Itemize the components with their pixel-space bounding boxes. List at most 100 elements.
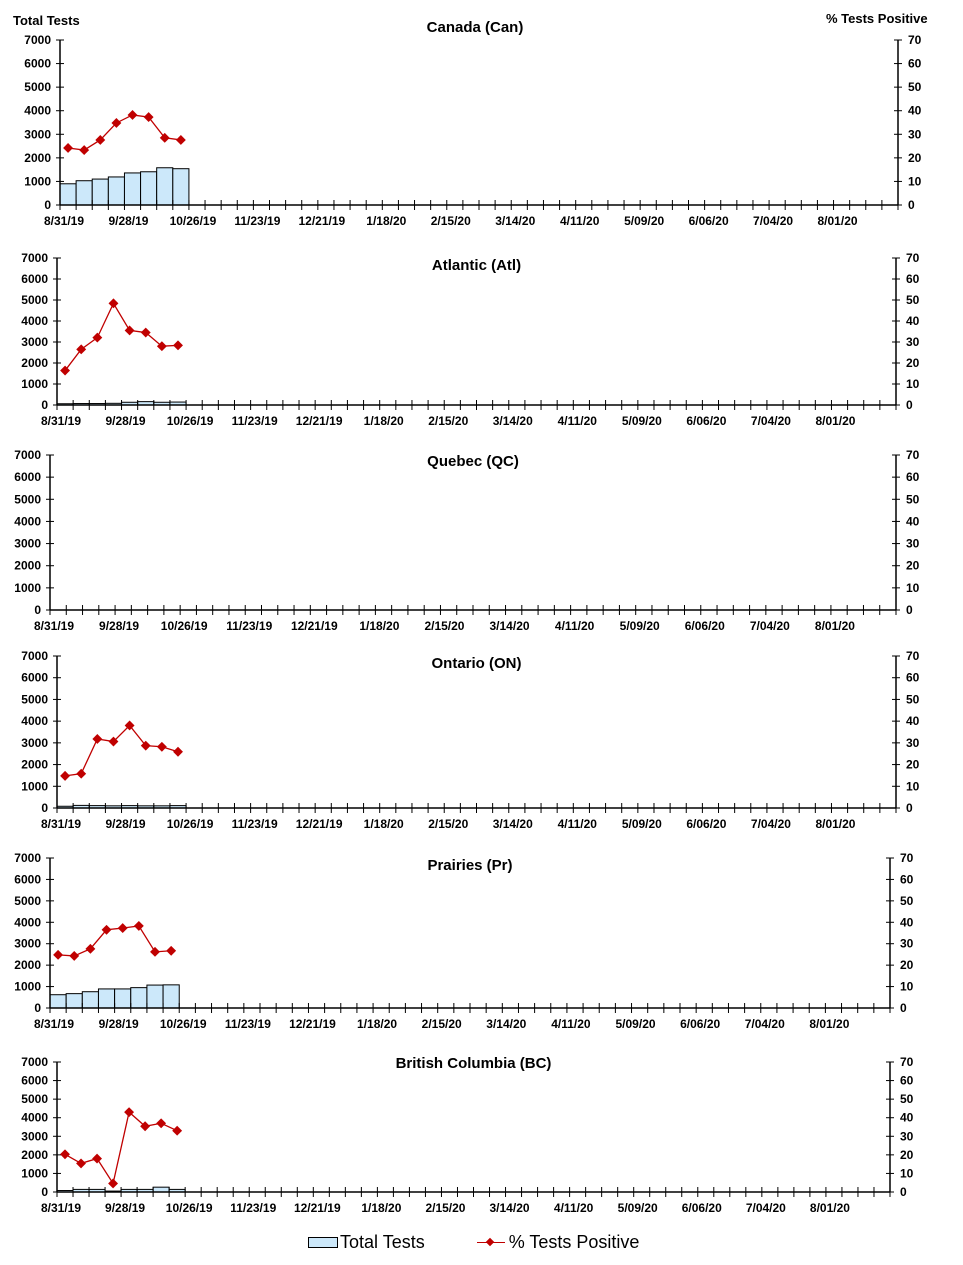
left-tick-label: 0 (41, 801, 48, 815)
right-tick-label: 70 (906, 448, 920, 462)
legend-label: Total Tests (340, 1232, 425, 1252)
pct-positive-point (172, 1125, 183, 1136)
x-tick-label: 5/09/20 (616, 1017, 656, 1031)
panel-title: British Columbia (BC) (396, 1055, 552, 1072)
x-tick-label: 11/23/19 (234, 214, 280, 228)
panel-2: Quebec (QC) 0 1000 2000 3000 4000 5000 6000 7000… (14, 448, 919, 633)
pct-positive-point (156, 741, 167, 752)
pct-positive-point (60, 365, 71, 376)
right-tick-label: 40 (900, 915, 914, 929)
x-tick-label: 2/15/20 (431, 214, 471, 228)
right-tick-label: 10 (900, 1166, 914, 1180)
pct-positive-point (63, 143, 74, 153)
left-tick-label: 3000 (14, 937, 41, 951)
pct-positive-point (79, 145, 90, 156)
panel-title: Prairies (Pr) (427, 857, 512, 874)
right-tick-label: 10 (906, 377, 920, 391)
pct-positive-point (85, 943, 96, 954)
panel-title: Quebec (QC) (427, 453, 519, 470)
left-tick-label: 6000 (21, 272, 48, 286)
left-tick-label: 3000 (24, 127, 51, 141)
pct-positive-point (95, 134, 106, 145)
left-tick-label: 3000 (14, 537, 41, 551)
panel-5: British Columbia (BC) 0 1000 2000 3000 4000 50… (21, 1055, 913, 1215)
pct-positive-point (69, 950, 80, 961)
left-tick-label: 6000 (14, 872, 41, 886)
left-tick-label: 2000 (21, 758, 48, 772)
left-tick-label: 7000 (14, 851, 41, 865)
pct-positive-point (150, 946, 160, 957)
left-tick-label: 1000 (14, 980, 41, 994)
x-tick-label: 3/14/20 (486, 1017, 526, 1031)
right-tick-label: 50 (900, 894, 914, 908)
x-tick-label: 5/09/20 (624, 214, 664, 228)
x-tick-label: 8/31/19 (44, 214, 84, 228)
x-tick-label: 5/09/20 (618, 1201, 658, 1215)
left-tick-label: 5000 (21, 293, 48, 307)
right-tick-label: 50 (906, 293, 920, 307)
right-tick-label: 70 (900, 851, 914, 865)
x-tick-label: 2/15/20 (424, 619, 464, 633)
left-tick-label: 1000 (21, 779, 48, 793)
x-tick-label: 9/28/19 (105, 1201, 145, 1215)
right-tick-label: 60 (900, 1074, 914, 1088)
x-tick-label: 6/06/20 (686, 414, 726, 428)
left-tick-label: 7000 (24, 33, 51, 47)
x-tick-label: 8/01/20 (815, 414, 855, 428)
right-tick-label: 40 (906, 714, 920, 728)
x-tick-label: 12/21/19 (298, 214, 345, 228)
x-tick-label: 12/21/19 (296, 817, 343, 831)
left-tick-label: 7000 (21, 251, 48, 265)
x-tick-label: 11/23/19 (225, 1017, 271, 1031)
panel-title: Ontario (ON) (432, 655, 522, 672)
x-tick-label: 7/04/20 (753, 214, 793, 228)
left-tick-label: 2000 (21, 1148, 48, 1162)
right-tick-label: 60 (906, 272, 920, 286)
x-tick-label: 7/04/20 (751, 817, 791, 831)
bar (146, 984, 164, 1009)
right-tick-label: 50 (906, 692, 920, 706)
right-tick-label: 0 (908, 198, 915, 212)
x-tick-label: 4/11/20 (558, 817, 598, 831)
right-tick-label: 10 (906, 581, 920, 595)
pct-positive-point (117, 923, 128, 934)
pct-positive-line (67, 114, 181, 151)
right-tick-label: 60 (908, 57, 922, 71)
right-tick-label: 20 (906, 559, 920, 573)
pct-positive-point (156, 1118, 167, 1129)
x-tick-label: 6/06/20 (686, 817, 726, 831)
right-tick-label: 50 (908, 80, 922, 94)
panel-3: Ontario (ON)0100020003000400050006000700… (21, 649, 919, 831)
right-tick-label: 30 (906, 335, 920, 349)
left-tick-label: 2000 (21, 356, 48, 370)
pct-positive-point (140, 740, 151, 751)
left-tick-label: 6000 (21, 671, 48, 685)
right-tick-label: 30 (906, 736, 920, 750)
right-tick-label: 30 (906, 537, 920, 551)
x-tick-label: 8/31/19 (41, 414, 81, 428)
x-tick-label: 2/15/20 (422, 1017, 462, 1031)
left-tick-label: 5000 (14, 492, 41, 506)
x-tick-label: 10/26/19 (167, 817, 214, 831)
left-tick-label: 5000 (14, 894, 41, 908)
x-tick-label: 6/06/20 (680, 1017, 720, 1031)
left-tick-label: 0 (34, 1001, 41, 1015)
panel-0: Canada (Can)0100020003000400050006000700… (24, 19, 921, 228)
right-tick-label: 40 (900, 1111, 914, 1125)
pct-positive-point (124, 1107, 135, 1118)
x-tick-label: 5/09/20 (622, 414, 662, 428)
pct-positive-point (127, 110, 138, 120)
legend-label: % Tests Positive (508, 1232, 640, 1252)
x-tick-label: 8/31/19 (41, 817, 81, 831)
left-tick-label: 2000 (24, 151, 51, 165)
left-tick-label: 4000 (14, 915, 41, 929)
panel-title: Atlantic (Atl) (432, 257, 521, 274)
pct-positive-point (156, 341, 167, 352)
legend-item-pct-positive: % Tests Positive (476, 1232, 640, 1253)
bar (114, 988, 132, 1009)
x-tick-label: 6/06/20 (685, 619, 725, 633)
x-tick-label: 12/21/19 (289, 1017, 336, 1031)
pct-positive-point (124, 325, 135, 336)
x-tick-label: 6/06/20 (682, 1201, 722, 1215)
